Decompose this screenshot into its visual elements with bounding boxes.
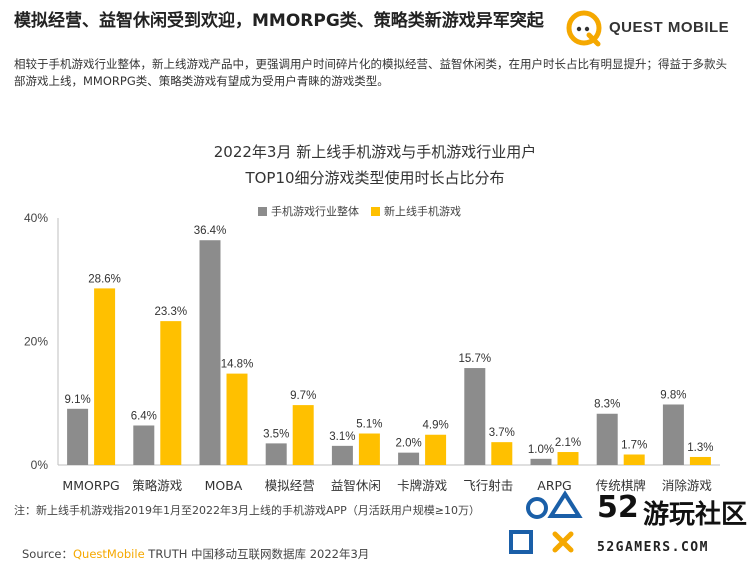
data-label: 1.0% bbox=[528, 444, 554, 456]
bar-industry bbox=[464, 368, 486, 465]
legend-item-industry: 手机游戏行业整体 bbox=[258, 203, 359, 219]
bar-industry bbox=[265, 443, 287, 465]
bar-new bbox=[160, 321, 182, 465]
x-tick-label: 飞行射击 bbox=[463, 478, 513, 493]
data-label: 8.3% bbox=[594, 399, 620, 411]
bar-industry bbox=[133, 425, 155, 465]
x-tick-label: ARPG bbox=[537, 478, 571, 493]
data-label: 1.7% bbox=[621, 440, 647, 452]
watermark-number: 52 bbox=[597, 490, 639, 525]
source-line: Source：QuestMobile TRUTH 中国移动互联网数据库 2022… bbox=[22, 546, 369, 562]
bar-new bbox=[94, 288, 116, 465]
data-label: 6.4% bbox=[131, 410, 157, 422]
data-label: 3.7% bbox=[489, 427, 515, 439]
y-tick-label: 0% bbox=[31, 458, 49, 472]
y-tick-label: 40% bbox=[24, 211, 48, 225]
data-label: 1.3% bbox=[687, 442, 713, 454]
data-label: 9.1% bbox=[64, 394, 90, 406]
x-tick-label: MOBA bbox=[205, 478, 243, 493]
data-label: 15.7% bbox=[458, 353, 491, 365]
source-rest: TRUTH 中国移动互联网数据库 2022年3月 bbox=[144, 547, 370, 561]
x-tick-label: 益智休闲 bbox=[331, 478, 381, 493]
brand-logo-icon bbox=[566, 10, 602, 47]
watermark-name: 游玩社区 bbox=[643, 500, 748, 530]
bar-new bbox=[623, 454, 645, 465]
bar-new bbox=[358, 433, 380, 465]
data-label: 9.7% bbox=[290, 390, 316, 402]
bar-new bbox=[557, 452, 579, 465]
watermark-symbols-icon bbox=[509, 490, 583, 554]
legend-label-industry: 手机游戏行业整体 bbox=[271, 205, 359, 218]
page-headline: 模拟经营、益智休闲受到欢迎，MMORPG类、策略类新游戏异军突起 bbox=[14, 11, 544, 31]
data-label: 4.9% bbox=[422, 420, 448, 432]
legend-swatch-industry bbox=[258, 206, 267, 216]
data-label: 9.8% bbox=[660, 389, 686, 401]
watermark-52gamers: 52 游玩社区 52GAMERS.COM bbox=[505, 490, 750, 565]
brand-logo: QUEST MOBILE bbox=[565, 8, 745, 48]
bar-new bbox=[689, 456, 711, 465]
chart-legend: 手机游戏行业整体 新上线手机游戏 bbox=[258, 203, 461, 219]
data-label: 36.4% bbox=[194, 225, 227, 237]
bar-industry bbox=[331, 445, 353, 465]
y-tick-label: 20% bbox=[24, 335, 48, 349]
bar-industry bbox=[530, 458, 552, 465]
bar-new bbox=[292, 405, 314, 465]
x-tick-label: MMORPG bbox=[62, 478, 119, 493]
chart-title-line-2: TOP10细分游戏类型使用时长占比分布 bbox=[245, 169, 505, 187]
data-label: 3.1% bbox=[329, 431, 355, 443]
data-label: 3.5% bbox=[263, 428, 289, 440]
data-label: 2.0% bbox=[395, 438, 421, 450]
data-label: 5.1% bbox=[356, 419, 382, 431]
watermark-url: 52GAMERS.COM bbox=[597, 540, 709, 555]
legend-item-new: 新上线手机游戏 bbox=[371, 203, 461, 219]
bar-industry bbox=[398, 452, 420, 465]
bar-industry bbox=[67, 408, 89, 465]
bar-industry bbox=[596, 413, 618, 465]
x-tick-label: 策略游戏 bbox=[132, 478, 182, 493]
legend-swatch-new bbox=[371, 206, 380, 216]
x-tick-label: 模拟经营 bbox=[265, 478, 315, 493]
bar-industry bbox=[662, 404, 684, 465]
source-prefix: Source： bbox=[22, 547, 73, 561]
x-tick-label: 消除游戏 bbox=[662, 478, 712, 493]
data-label: 14.8% bbox=[221, 359, 254, 371]
data-label: 2.1% bbox=[555, 437, 581, 449]
summary-text: 相较于手机游戏行业整体，新上线游戏产品中，更强调用户时间碎片化的模拟经营、益智休… bbox=[14, 57, 727, 88]
x-tick-label: 卡牌游戏 bbox=[397, 478, 447, 493]
x-tick-label: 传统棋牌 bbox=[596, 478, 646, 493]
bar-industry bbox=[199, 240, 221, 465]
legend-label-new: 新上线手机游戏 bbox=[384, 205, 461, 218]
bar-new bbox=[491, 442, 513, 465]
footnote: 注：新上线手机游戏指2019年1月至2022年3月上线的手机游戏APP（月活跃用… bbox=[14, 504, 480, 517]
brand-name: QUEST MOBILE bbox=[609, 19, 730, 36]
source-brand: QuestMobile bbox=[73, 547, 145, 561]
bar-new bbox=[425, 434, 447, 465]
bar-new bbox=[226, 373, 248, 465]
chart-title-line-1: 2022年3月 新上线手机游戏与手机游戏行业用户 bbox=[213, 143, 537, 161]
data-label: 23.3% bbox=[154, 306, 187, 318]
data-label: 28.6% bbox=[88, 273, 121, 285]
